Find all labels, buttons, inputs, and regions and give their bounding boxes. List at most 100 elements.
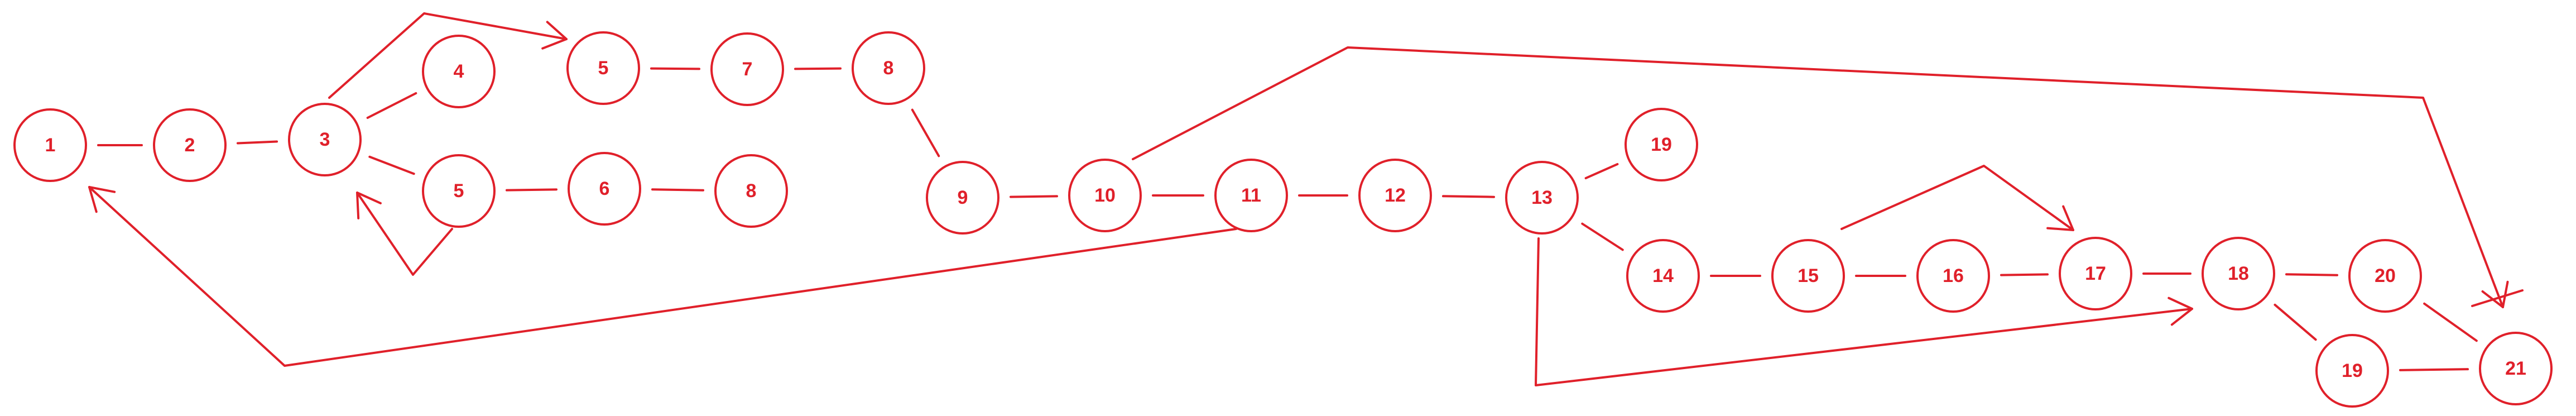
node-n4: 4	[422, 35, 496, 108]
node-label: 19	[2342, 360, 2363, 381]
node-n8b: 8	[714, 154, 788, 228]
node-label: 17	[2085, 263, 2106, 284]
edge-n20-to-n21	[2423, 302, 2478, 342]
node-n5a: 5	[422, 154, 496, 228]
node-label: 8	[883, 58, 894, 79]
node-label: 2	[185, 135, 195, 156]
node-n21: 21	[2479, 332, 2553, 405]
node-n16: 16	[1916, 239, 1990, 313]
node-circle	[422, 35, 496, 108]
node-label: 3	[320, 129, 330, 150]
edge-n11-to-n1-long-return-below	[88, 186, 1237, 367]
edge-n8a-to-n9	[911, 108, 940, 157]
node-label: 13	[1531, 187, 1553, 208]
node-circle	[422, 154, 496, 228]
edge-n10-to-n21-long-over-top	[1132, 46, 2504, 308]
node-n11: 11	[1214, 159, 1288, 232]
edge-n19b-to-n21	[2399, 368, 2469, 371]
node-label: 21	[2505, 358, 2526, 379]
edge-n3-to-n5a	[368, 155, 415, 175]
node-circle	[1358, 159, 1432, 232]
node-label: 1	[45, 135, 56, 156]
edge-layer	[88, 12, 2524, 386]
edge-n12-to-n13	[1441, 195, 1496, 198]
edge-n18-to-n20	[2285, 273, 2339, 276]
edge-n20-to-n21-short-arrow	[2471, 289, 2524, 307]
node-circle	[1626, 239, 1700, 313]
node-circle	[568, 152, 641, 226]
node-n13: 13	[1505, 161, 1579, 235]
edge-n18-to-n19b	[2274, 303, 2317, 341]
node-label: 16	[1943, 265, 1964, 286]
node-label: 9	[958, 187, 968, 208]
node-label: 19	[1651, 134, 1672, 155]
node-circle	[2202, 237, 2275, 310]
node-circle	[2059, 237, 2132, 310]
node-n9: 9	[926, 161, 999, 235]
node-label: 6	[599, 178, 610, 199]
node-n12: 12	[1358, 159, 1432, 232]
node-n20: 20	[2348, 239, 2422, 313]
node-circle	[2479, 332, 2553, 405]
node-n17: 17	[2059, 237, 2132, 310]
node-circle	[852, 31, 925, 105]
edge-n3-to-n5b-over-top-arrowhead	[541, 21, 568, 50]
node-n10: 10	[1068, 159, 1142, 232]
node-n6: 6	[568, 152, 641, 226]
node-n19a: 19	[1625, 108, 1698, 181]
node-label: 7	[742, 59, 753, 80]
node-label: 5	[454, 180, 464, 202]
node-label: 20	[2375, 265, 2396, 286]
edge-n9-to-n10	[1009, 195, 1059, 198]
edge-n16-to-n17	[2000, 273, 2049, 276]
node-n8a: 8	[852, 31, 925, 105]
node-n19b: 19	[2315, 334, 2389, 408]
edge-n13-to-n17-loop-below-arrowhead	[2168, 297, 2193, 326]
node-circle	[1214, 159, 1288, 232]
node-n15: 15	[1771, 239, 1845, 313]
node-circle	[153, 108, 227, 182]
edge-n5a-to-n3-via-below	[356, 192, 453, 276]
node-circle	[714, 154, 788, 228]
node-n3: 3	[288, 103, 362, 176]
node-circle	[288, 103, 362, 176]
node-label: 11	[1241, 185, 1261, 206]
node-label: 4	[454, 61, 464, 82]
node-circle	[566, 31, 640, 105]
node-circle	[926, 161, 999, 235]
edge-n15-to-n17-arc-over	[1840, 165, 2074, 231]
node-label: 5	[598, 58, 609, 79]
node-circle	[13, 108, 87, 182]
node-circle	[1625, 108, 1698, 181]
edge-n13-to-n14	[1581, 222, 1624, 251]
node-n7: 7	[710, 32, 784, 106]
node-circle	[710, 32, 784, 106]
node-n1: 1	[13, 108, 87, 182]
edge-n13-to-n17-loop-below	[1535, 237, 2193, 386]
edge-n3-to-n5b-over-top	[328, 12, 568, 99]
edge-n2-to-n3	[236, 140, 278, 145]
edge-n11-to-n1-long-return-below-arrowhead	[88, 186, 116, 213]
edge-n13-to-n19a	[1584, 162, 1619, 180]
node-label: 10	[1094, 185, 1116, 206]
node-circle	[1068, 159, 1142, 232]
node-label: 18	[2228, 263, 2249, 284]
edge-n5a-to-n3-via-below-arrowhead	[356, 192, 382, 219]
edge-n10-to-n21-long-over-top-arrowhead	[2481, 280, 2509, 308]
node-label: 14	[1652, 265, 1674, 286]
node-n2: 2	[153, 108, 227, 182]
node-n5b: 5	[566, 31, 640, 105]
node-circle	[2315, 334, 2389, 408]
node-label: 8	[746, 180, 757, 202]
node-label: 12	[1385, 185, 1406, 206]
edge-n5a-to-n6	[505, 188, 558, 192]
node-circle	[2348, 239, 2422, 313]
node-circle	[1916, 239, 1990, 313]
node-circle	[1505, 161, 1579, 235]
node-n14: 14	[1626, 239, 1700, 313]
node-n18: 18	[2202, 237, 2275, 310]
node-label: 15	[1798, 265, 1819, 286]
edge-n6-to-n8b	[651, 188, 705, 192]
